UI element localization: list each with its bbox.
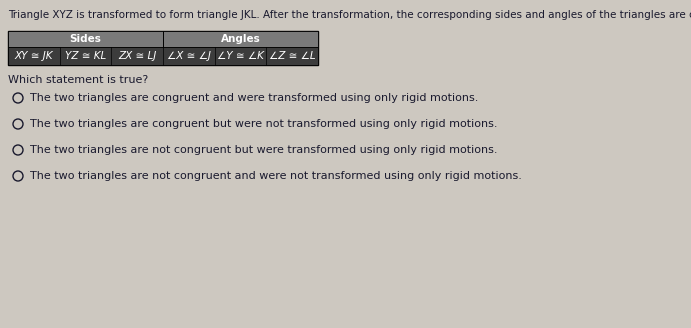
Text: The two triangles are not congruent and were not transformed using only rigid mo: The two triangles are not congruent and …: [30, 171, 522, 181]
Bar: [8, 31, 318, 65]
Text: The two triangles are not congruent but were transformed using only rigid motion: The two triangles are not congruent but …: [30, 145, 498, 155]
Bar: [8, 31, 163, 47]
Text: XY ≅ JK: XY ≅ JK: [15, 51, 53, 61]
Bar: [8, 47, 318, 65]
Text: The two triangles are congruent but were not transformed using only rigid motion: The two triangles are congruent but were…: [30, 119, 498, 129]
Bar: [163, 31, 318, 47]
Text: YZ ≅ KL: YZ ≅ KL: [65, 51, 106, 61]
Text: Angles: Angles: [220, 34, 261, 44]
Text: Triangle XYZ is transformed to form triangle JKL. After the transformation, the : Triangle XYZ is transformed to form tria…: [8, 10, 691, 20]
Text: ZX ≅ LJ: ZX ≅ LJ: [118, 51, 156, 61]
Text: ∠Y ≅ ∠K: ∠Y ≅ ∠K: [217, 51, 264, 61]
Text: ∠Z ≅ ∠L: ∠Z ≅ ∠L: [269, 51, 316, 61]
Text: ∠X ≅ ∠J: ∠X ≅ ∠J: [167, 51, 211, 61]
Text: Which statement is true?: Which statement is true?: [8, 75, 149, 85]
Text: Sides: Sides: [70, 34, 102, 44]
Text: The two triangles are congruent and were transformed using only rigid motions.: The two triangles are congruent and were…: [30, 93, 478, 103]
